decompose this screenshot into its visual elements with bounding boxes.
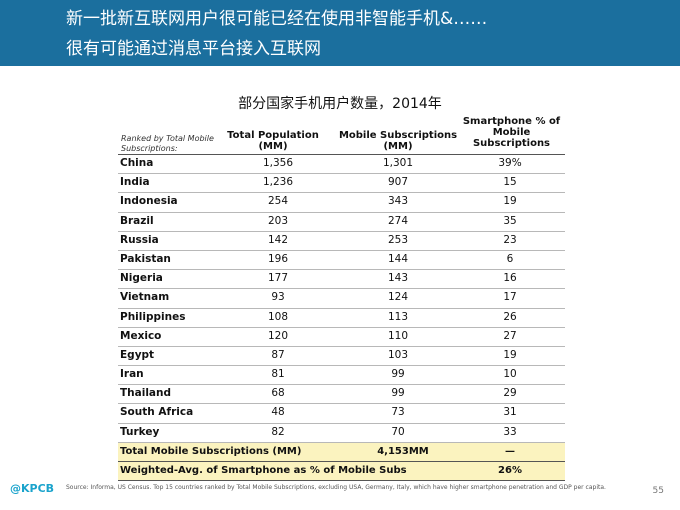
- country-cell: China: [120, 157, 154, 169]
- country-cell: Philippines: [120, 310, 186, 323]
- population-cell: 254: [267, 195, 289, 208]
- mobile-subscriptions-cell: 274: [387, 214, 409, 227]
- subscriptions-table: Ranked by Total Mobile Subscriptions: To…: [118, 114, 565, 481]
- country-cell: Thailand: [120, 387, 171, 400]
- mobile-subscriptions-cell: 110: [387, 329, 409, 342]
- population-cell: 1,236: [262, 176, 294, 189]
- title-line-1: 新一批新互联网用户很可能已经在使用非智能手机&……: [66, 9, 488, 29]
- smartphone-pct-cell: 19: [503, 348, 517, 361]
- country-cell: Turkey: [120, 425, 160, 438]
- smartphone-pct-cell: 35: [503, 214, 517, 227]
- population-cell: 203: [267, 214, 289, 227]
- table-header: Ranked by Total Mobile Subscriptions: To…: [118, 114, 565, 155]
- col-header-mobile-subscriptions: Mobile Subscriptions (MM): [338, 130, 458, 152]
- country-cell: Indonesia: [120, 195, 178, 208]
- mobile-subscriptions-cell: 253: [387, 233, 409, 246]
- table-row: India 1,236 907 15: [118, 174, 565, 194]
- population-cell: 1,356: [262, 157, 294, 169]
- ranked-by-note: Ranked by Total Mobile Subscriptions:: [121, 134, 214, 153]
- page-number: 55: [652, 486, 664, 496]
- smartphone-pct-cell: 31: [503, 406, 517, 419]
- country-cell: Brazil: [120, 214, 154, 227]
- smartphone-pct-cell: 15: [503, 176, 517, 189]
- table-row: China 1,356 1,301 39%: [118, 155, 565, 175]
- smartphone-pct-cell: 33: [503, 425, 517, 438]
- country-cell: Mexico: [120, 329, 162, 342]
- population-cell: 81: [271, 368, 285, 381]
- table-row: South Africa 48 73 31: [118, 404, 565, 424]
- smartphone-pct-cell: 10: [503, 368, 517, 381]
- total-label: Total Mobile Subscriptions (MM): [120, 445, 302, 457]
- smartphone-pct-cell: 17: [503, 291, 517, 304]
- table-row: Thailand 68 99 29: [118, 385, 565, 405]
- country-cell: Egypt: [120, 348, 155, 361]
- weighted-avg-row: Weighted-Avg. of Smartphone as % of Mobi…: [118, 461, 565, 481]
- table-row: Brazil 203 274 35: [118, 213, 565, 232]
- table-row: Philippines 108 113 26: [118, 309, 565, 328]
- mobile-subscriptions-cell: 99: [391, 387, 405, 400]
- smartphone-pct-cell: 16: [503, 272, 517, 285]
- population-cell: 142: [267, 233, 289, 246]
- mobile-subscriptions-cell: 70: [391, 425, 405, 438]
- kpcb-logo: @KPCB: [10, 482, 55, 495]
- population-cell: 48: [271, 406, 285, 419]
- population-cell: 68: [271, 387, 285, 400]
- source-note: Source: Informa, US Census. Top 15 count…: [66, 484, 606, 491]
- smartphone-pct-cell: 6: [506, 252, 514, 265]
- table-row: Turkey 82 70 33: [118, 424, 565, 443]
- smartphone-pct-cell: 19: [503, 195, 517, 208]
- mobile-subscriptions-cell: 143: [387, 272, 409, 285]
- population-cell: 82: [271, 425, 285, 438]
- population-cell: 93: [271, 291, 285, 304]
- population-cell: 120: [267, 329, 289, 342]
- smartphone-pct-cell: 39%: [498, 157, 522, 169]
- population-cell: 108: [267, 310, 289, 323]
- mobile-subscriptions-cell: 124: [387, 291, 409, 304]
- country-cell: Nigeria: [120, 272, 163, 285]
- country-cell: Russia: [120, 233, 159, 246]
- population-cell: 196: [267, 252, 289, 265]
- mobile-subscriptions-cell: 73: [391, 406, 405, 419]
- mobile-subscriptions-cell: 1,301: [382, 157, 414, 169]
- mobile-subscriptions-cell: 99: [391, 368, 405, 381]
- table-body: China 1,356 1,301 39% India 1,236 907 15 Indones…: [118, 155, 565, 443]
- title-banner: 新一批新互联网用户很可能已经在使用非智能手机&…… 很有可能通过消息平台接入互联…: [0, 0, 680, 66]
- smartphone-pct-cell: 27: [503, 329, 517, 342]
- table-row: Nigeria 177 143 16: [118, 270, 565, 290]
- col-header-population: Total Population (MM): [227, 130, 319, 152]
- mobile-subscriptions-cell: 144: [387, 252, 409, 265]
- mobile-subscriptions-cell: 113: [387, 310, 409, 323]
- smartphone-pct-cell: 23: [503, 233, 517, 246]
- table-row: Pakistan 196 144 6: [118, 251, 565, 271]
- population-cell: 87: [271, 348, 285, 361]
- total-row: Total Mobile Subscriptions (MM) 4,153MM …: [118, 442, 565, 462]
- country-cell: Pakistan: [120, 252, 171, 265]
- table-row: Mexico 120 110 27: [118, 328, 565, 347]
- weighted-avg-label: Weighted-Avg. of Smartphone as % of Mobi…: [120, 464, 407, 476]
- mobile-subscriptions-cell: 103: [387, 348, 409, 361]
- country-cell: South Africa: [120, 406, 194, 419]
- weighted-avg-value: 26%: [498, 464, 522, 476]
- table-row: Russia 142 253 23: [118, 232, 565, 251]
- table-row: Vietnam 93 124 17: [118, 289, 565, 309]
- total-value: 4,153MM: [377, 445, 429, 457]
- table-row: Iran 81 99 10: [118, 366, 565, 386]
- smartphone-pct-cell: 29: [503, 387, 517, 400]
- col-header-smartphone-pct: Smartphone % of Mobile Subscriptions: [462, 116, 561, 149]
- table-row: Indonesia 254 343 19: [118, 193, 565, 213]
- mobile-subscriptions-cell: 343: [387, 195, 409, 208]
- country-cell: India: [120, 176, 150, 189]
- smartphone-pct-cell: 26: [503, 310, 517, 323]
- country-cell: Iran: [120, 368, 144, 381]
- total-smartphone-value: —: [505, 445, 515, 457]
- mobile-subscriptions-cell: 907: [387, 176, 409, 189]
- table-row: Egypt 87 103 19: [118, 347, 565, 367]
- population-cell: 177: [267, 272, 289, 285]
- title-line-2: 很有可能通过消息平台接入互联网: [66, 39, 321, 59]
- table-title: 部分国家手机用户数量，2014年: [238, 96, 442, 112]
- country-cell: Vietnam: [120, 291, 170, 304]
